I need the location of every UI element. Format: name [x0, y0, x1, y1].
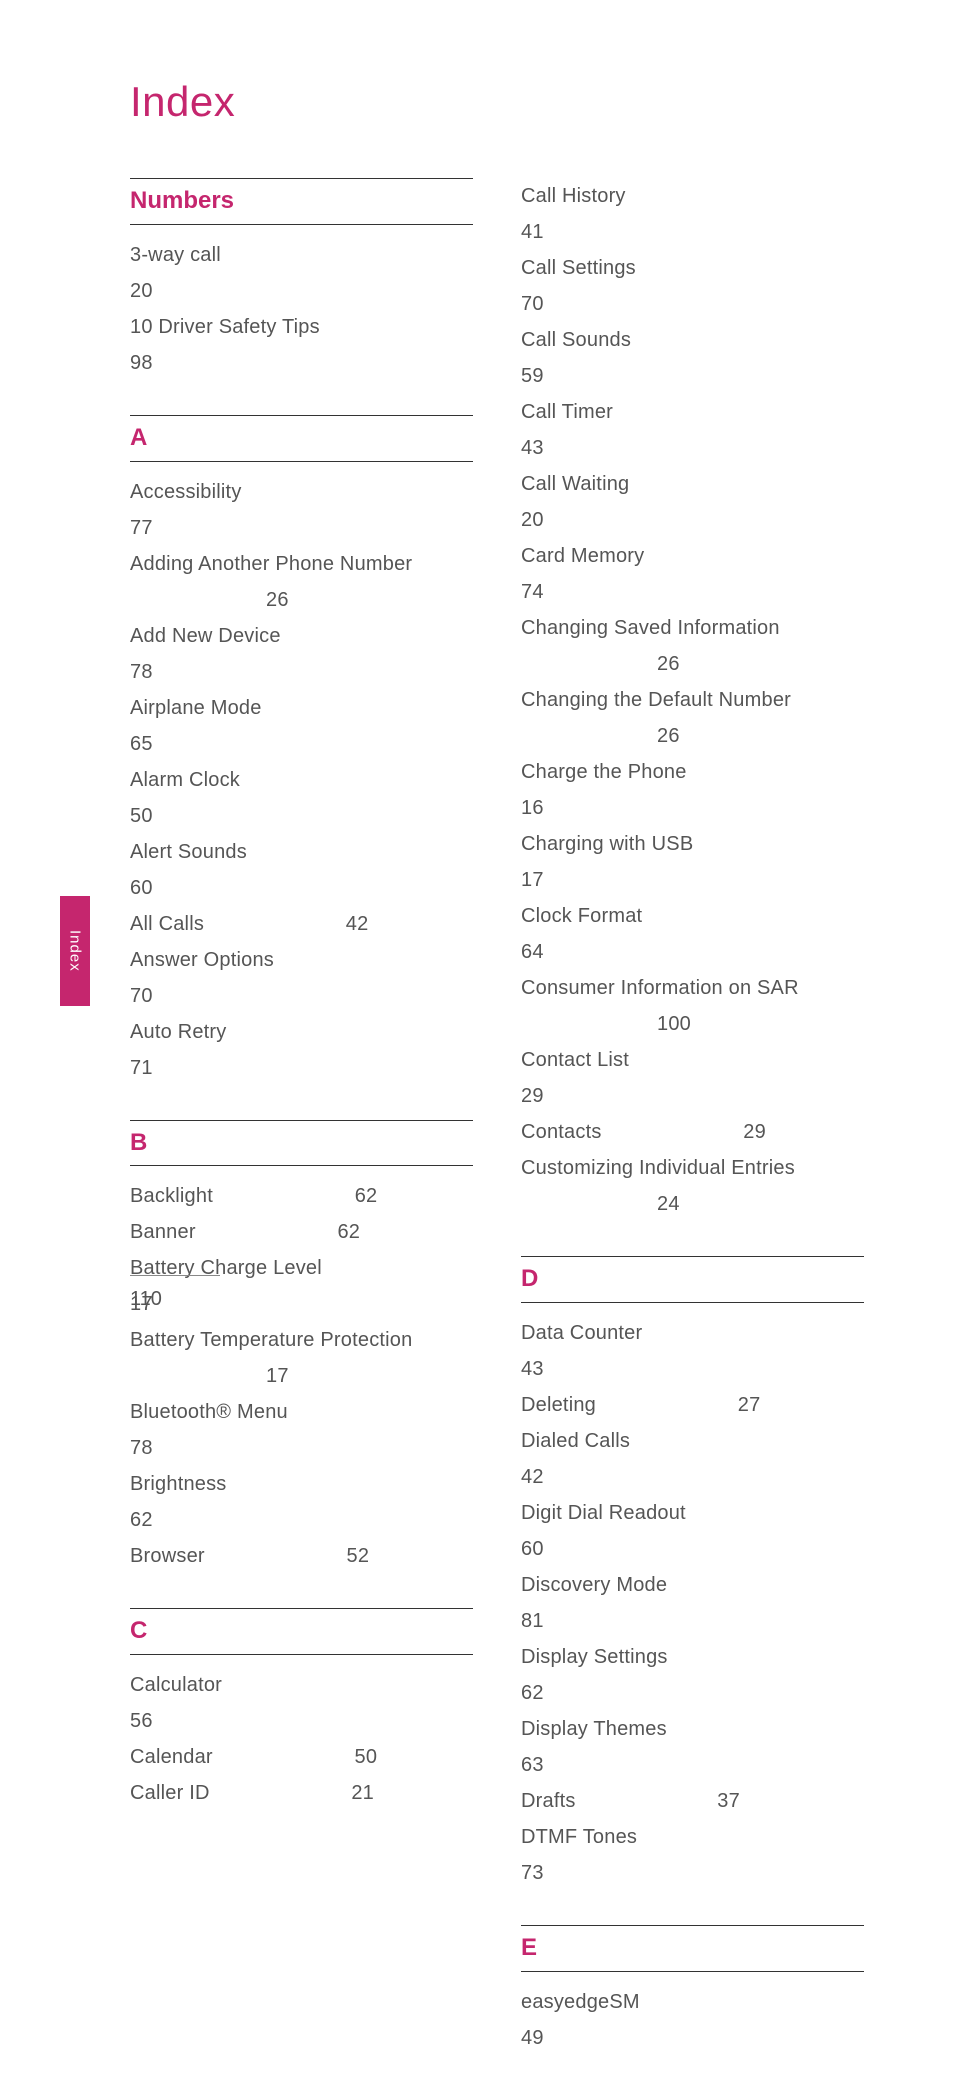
- index-section: Call History 41Call Settings 70Call Soun…: [521, 178, 864, 1222]
- footer-rule: [130, 1275, 220, 1276]
- index-entry-page: 24: [527, 1115, 770, 1215]
- index-entry-term: Calendar: [130, 1746, 213, 1768]
- index-section: EeasyedgeSM 49: [521, 1925, 864, 2056]
- index-section: Numbers3-way call 2010 Driver Safety Tip…: [130, 178, 473, 381]
- index-entry: Caller ID 21: [130, 1775, 473, 1811]
- index-entry: DTMF Tones 73: [521, 1819, 864, 1891]
- index-entry: Customizing Individual Entries 24: [521, 1150, 864, 1222]
- side-tab: Index: [60, 896, 90, 1006]
- page-root: Index Numbers3-way call 2010 Driver Safe…: [0, 0, 954, 1371]
- left-column: Numbers3-way call 2010 Driver Safety Tip…: [130, 178, 473, 2090]
- index-section: DData Counter 43Deleting 27Dialed Calls …: [521, 1256, 864, 1891]
- index-section: CCalculator 56Calendar 50Caller ID 21: [130, 1608, 473, 1811]
- index-entry: Browser 52: [130, 1538, 473, 1574]
- index-entry-page: 52: [211, 1467, 459, 1567]
- index-columns: Numbers3-way call 2010 Driver Safety Tip…: [130, 178, 864, 2090]
- index-section: AAccessibility 77Adding Another Phone Nu…: [130, 415, 473, 1086]
- index-entry-term: Caller ID: [130, 1782, 210, 1804]
- right-column: Call History 41Call Settings 70Call Soun…: [521, 178, 864, 2090]
- index-entry-page: 21: [216, 1704, 464, 1804]
- index-entry: easyedgeSM 49: [521, 1984, 864, 2056]
- index-entry: 10 Driver Safety Tips 98: [130, 309, 473, 381]
- index-entry-term: Backlight: [130, 1185, 213, 1207]
- index-section: BBacklight 62Banner 62Battery Charge Lev…: [130, 1120, 473, 1575]
- side-tab-label: Index: [67, 930, 84, 972]
- index-entry: Auto Retry 71: [130, 1014, 473, 1086]
- index-entry-term: Browser: [130, 1545, 205, 1567]
- page-number: 110: [130, 1288, 162, 1311]
